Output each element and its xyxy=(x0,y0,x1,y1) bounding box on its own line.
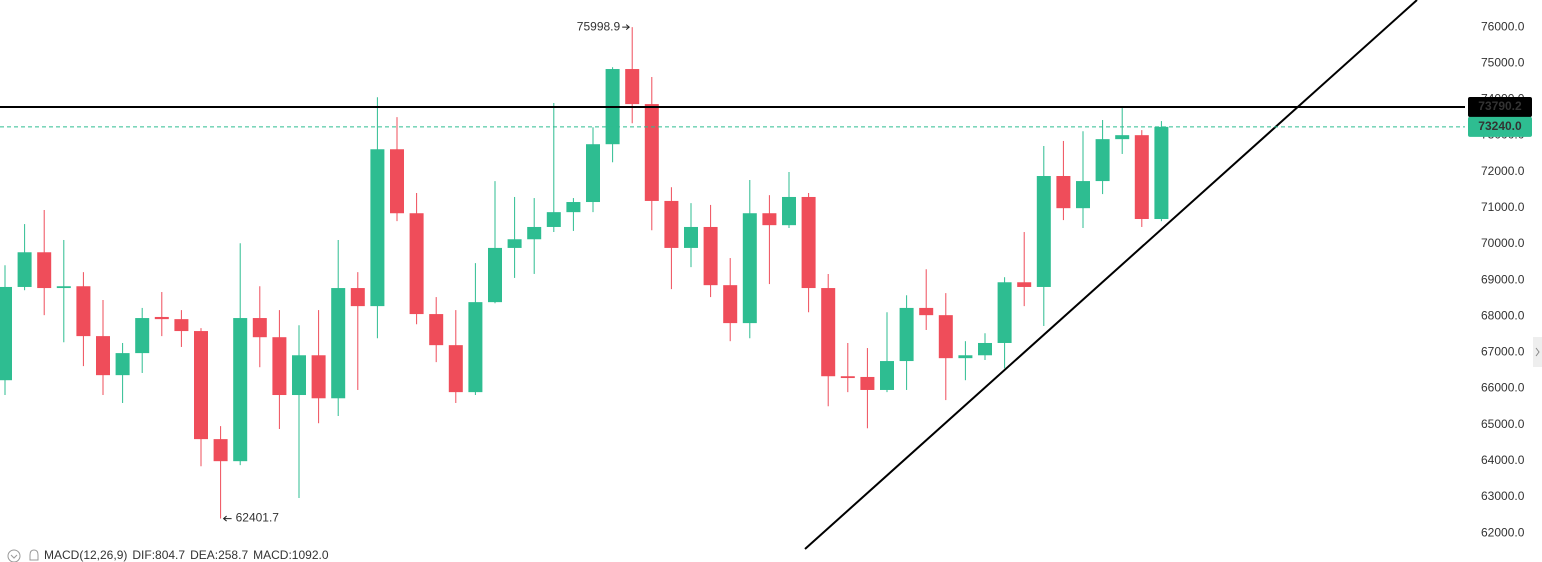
candle-body xyxy=(488,247,502,303)
candle-body xyxy=(115,353,130,376)
indicator-label: MACD:1092.0 xyxy=(253,548,329,562)
y-tick-label: 67000.0 xyxy=(1481,345,1525,359)
y-tick-label: 65000.0 xyxy=(1481,417,1525,431)
candle-body xyxy=(37,252,52,289)
candle-body xyxy=(468,302,483,393)
y-tick-label: 70000.0 xyxy=(1481,236,1525,250)
price-badge-label: 73240.0 xyxy=(1478,119,1522,133)
price-badge xyxy=(1468,96,1532,117)
candle-body xyxy=(194,331,208,440)
candle-body xyxy=(0,286,12,381)
y-tick-label: 71000.0 xyxy=(1481,200,1525,214)
y-tick-label: 66000.0 xyxy=(1481,381,1525,395)
y-tick-label: 69000.0 xyxy=(1481,272,1525,286)
high-arrow xyxy=(622,24,630,31)
candle-body xyxy=(566,202,581,213)
price-badge-label: 73790.2 xyxy=(1478,99,1522,113)
candle-body xyxy=(409,213,424,315)
y-tick-label: 75000.0 xyxy=(1481,55,1525,69)
price-badge xyxy=(1468,116,1532,137)
indicator-label: MACD(12,26,9) xyxy=(44,548,127,562)
candle-body xyxy=(546,212,561,227)
low-arrow xyxy=(222,515,232,522)
candle-body xyxy=(723,285,738,324)
candle-body xyxy=(997,282,1012,343)
candle-body xyxy=(390,149,404,214)
y-tick-label: 62000.0 xyxy=(1481,525,1525,539)
candle-body xyxy=(742,213,757,324)
candle-body xyxy=(938,315,953,359)
y-tick-label: 72000.0 xyxy=(1481,164,1525,178)
low-label: 62401.7 xyxy=(236,511,280,525)
trend-line xyxy=(804,0,1418,550)
candle-body xyxy=(135,318,150,354)
candle-body xyxy=(292,355,306,396)
candle-body xyxy=(644,104,659,201)
candle-body xyxy=(527,226,542,240)
candle-body xyxy=(919,307,934,316)
candle-body xyxy=(586,144,600,203)
y-tick-label: 63000.0 xyxy=(1481,489,1525,503)
candle-body xyxy=(978,342,992,356)
candle-body xyxy=(684,226,698,248)
candle-body xyxy=(821,288,836,377)
candle-body xyxy=(958,355,973,359)
candle-body xyxy=(762,213,777,226)
candle-body xyxy=(1134,135,1149,220)
y-tick-label: 76000.0 xyxy=(1481,19,1525,33)
candle-body xyxy=(840,376,855,379)
candle-body xyxy=(1017,282,1032,287)
indicator-label: DIF:804.7 xyxy=(132,548,185,562)
candle-body xyxy=(350,288,365,307)
candle-body xyxy=(1056,176,1071,209)
candle-body xyxy=(154,316,169,320)
scroll-handle[interactable] xyxy=(1533,337,1542,367)
candle-body xyxy=(1076,181,1090,209)
candle-body xyxy=(252,318,267,338)
candle-body xyxy=(370,149,385,307)
candle-body xyxy=(860,376,875,390)
candle-body xyxy=(96,336,110,376)
candle-body xyxy=(801,196,816,289)
y-tick-label: 68000.0 xyxy=(1481,308,1525,322)
candle-body xyxy=(174,319,189,332)
candle-body xyxy=(56,286,71,289)
candle-body xyxy=(782,196,796,226)
indicator-icons[interactable] xyxy=(7,549,39,562)
high-label: 75998.9 xyxy=(577,19,621,33)
candle-body xyxy=(880,361,894,390)
candle-body xyxy=(1115,135,1130,140)
candle-body xyxy=(703,226,718,286)
candle-body xyxy=(272,337,287,396)
candle-body xyxy=(17,252,32,287)
candle-body xyxy=(625,69,640,105)
candle-body xyxy=(233,318,248,462)
candle-body xyxy=(664,200,679,248)
candle-body xyxy=(76,286,91,337)
candle-body xyxy=(1036,176,1051,287)
candle-body xyxy=(448,345,463,393)
candle-body xyxy=(213,439,228,462)
candle-body xyxy=(899,307,914,362)
candle-body xyxy=(1154,126,1169,220)
candle-body xyxy=(311,355,326,399)
y-tick-label: 64000.0 xyxy=(1481,453,1525,467)
candle-body xyxy=(1095,139,1110,182)
candle-body xyxy=(331,288,346,399)
candle-body xyxy=(507,239,522,248)
candle-body xyxy=(429,314,444,346)
indicator-label: DEA:258.7 xyxy=(190,548,248,562)
